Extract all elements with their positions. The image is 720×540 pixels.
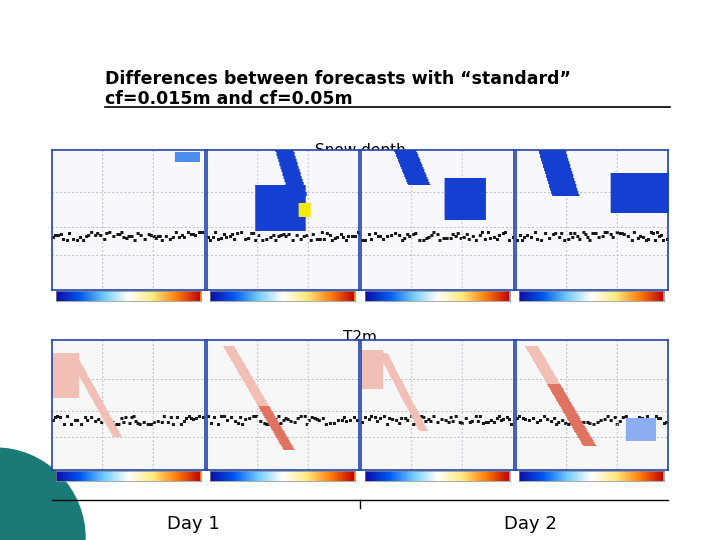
Text: Snow depth: Snow depth <box>315 143 405 158</box>
Text: T2m: T2m <box>343 330 377 345</box>
Text: Day 1: Day 1 <box>166 515 220 533</box>
Circle shape <box>0 448 85 540</box>
Text: Differences between forecasts with “standard”: Differences between forecasts with “stan… <box>105 70 571 88</box>
Text: Day 2: Day 2 <box>503 515 557 533</box>
Text: cf=0.015m and cf=0.05m: cf=0.015m and cf=0.05m <box>105 90 353 108</box>
